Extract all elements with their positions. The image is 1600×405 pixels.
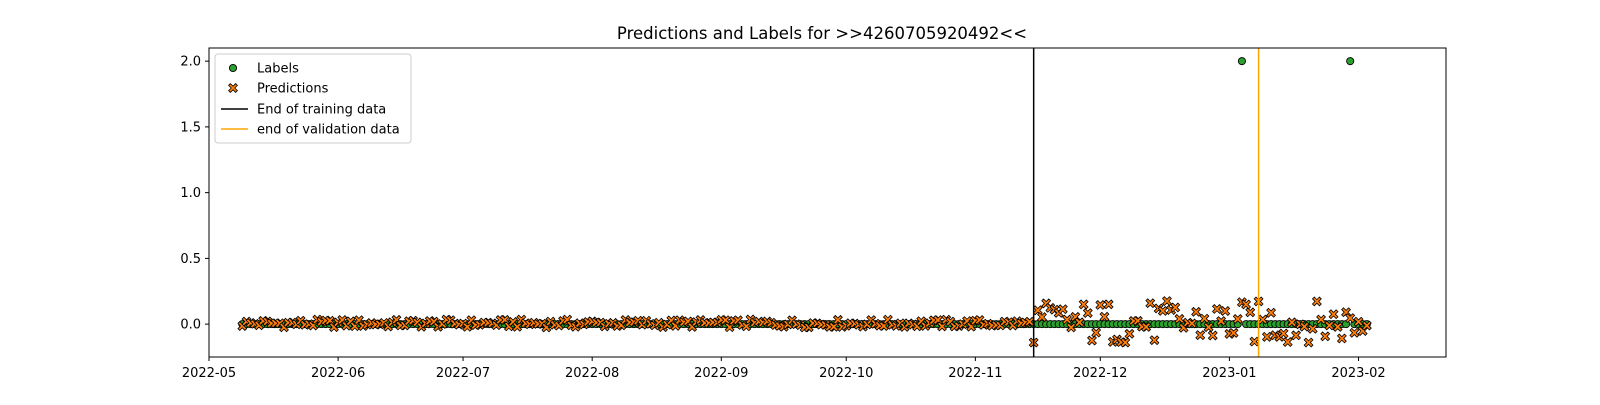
prediction-point xyxy=(1186,318,1197,329)
prediction-point xyxy=(1170,302,1181,313)
prediction-point xyxy=(1266,307,1277,318)
x-tick-label: 2023-02 xyxy=(1331,366,1385,381)
prediction-point xyxy=(1207,330,1218,341)
prediction-point xyxy=(1291,330,1302,341)
prediction-point xyxy=(1332,321,1343,332)
prediction-point xyxy=(1066,322,1077,333)
prediction-point xyxy=(1216,316,1227,327)
prediction-point xyxy=(1141,321,1152,332)
prediction-point xyxy=(1157,305,1168,316)
prediction-point xyxy=(1311,296,1322,307)
prediction-point xyxy=(1032,305,1043,316)
prediction-point xyxy=(1345,313,1356,324)
prediction-point xyxy=(1257,314,1268,325)
legend-label: end of validation data xyxy=(257,123,400,138)
prediction-point xyxy=(1282,337,1293,347)
legend-label: Labels xyxy=(257,62,299,77)
prediction-point xyxy=(1316,314,1327,325)
label-point xyxy=(1237,57,1246,66)
prediction-point xyxy=(1211,303,1222,314)
x-tick-label: 2022-06 xyxy=(311,366,365,381)
prediction-point xyxy=(1286,317,1297,328)
prediction-point xyxy=(1245,307,1256,318)
prediction-point xyxy=(1074,317,1085,328)
x-tick-label: 2022-09 xyxy=(694,366,748,381)
y-tick-label: 1.5 xyxy=(180,120,201,135)
x-tick-label: 2022-11 xyxy=(948,366,1002,381)
prediction-point xyxy=(1220,306,1231,316)
x-tick-label: 2022-10 xyxy=(819,366,873,381)
x-tick-label: 2022-12 xyxy=(1073,366,1127,381)
prediction-point xyxy=(1195,330,1206,341)
prediction-point xyxy=(1307,323,1318,334)
prediction-point xyxy=(1249,336,1260,347)
chart-title: Predictions and Labels for >>42607059204… xyxy=(617,24,1027,43)
y-tick-label: 2.0 xyxy=(180,55,201,70)
prediction-point xyxy=(1091,327,1102,338)
prediction-point xyxy=(1261,331,1272,342)
y-tick-label: 0.0 xyxy=(180,318,201,333)
x-tick-label: 2022-05 xyxy=(182,366,236,381)
prediction-point xyxy=(1095,299,1106,310)
prediction-point xyxy=(1328,309,1339,320)
x-tick-label: 2022-08 xyxy=(565,366,619,381)
legend-marker-predictions xyxy=(228,83,238,93)
axes-frame xyxy=(208,47,1447,358)
prediction-point xyxy=(1120,337,1131,348)
legend-label: End of training data xyxy=(257,103,386,118)
prediction-point xyxy=(1124,328,1135,339)
legend-label: Predictions xyxy=(257,82,329,97)
prediction-point xyxy=(1349,327,1360,338)
prediction-point xyxy=(1161,296,1172,307)
prediction-point xyxy=(1191,306,1202,317)
prediction-point xyxy=(1082,308,1093,319)
prediction-point xyxy=(1203,322,1214,333)
y-tick-label: 1.0 xyxy=(180,186,201,201)
legend: Labels Predictions End of training data end… xyxy=(214,53,412,144)
prediction-point xyxy=(1087,335,1097,346)
prediction-point xyxy=(1145,298,1156,309)
y-tick-label: 0.5 xyxy=(180,252,201,267)
prediction-point xyxy=(1278,328,1289,339)
prediction-point xyxy=(1037,312,1047,323)
prediction-point xyxy=(1149,335,1160,346)
plot-area: 0.0 0.5 1.0 1.5 2.0 2022-05 2022-06 2022-07 2022… xyxy=(180,47,1447,381)
prediction-point xyxy=(1228,327,1239,338)
x-tick-label: 2022-07 xyxy=(436,366,490,381)
prediction-point xyxy=(1324,320,1335,331)
prediction-point xyxy=(1103,299,1114,310)
prediction-point xyxy=(1099,311,1110,322)
prediction-point xyxy=(1078,299,1089,310)
prediction-point xyxy=(1024,316,1035,327)
prediction-point xyxy=(1353,316,1364,327)
prediction-point xyxy=(1303,337,1314,348)
label-point xyxy=(1346,57,1355,66)
legend-box xyxy=(214,53,412,144)
legend-marker-labels xyxy=(228,63,238,73)
prediction-point xyxy=(1057,304,1068,315)
prediction-point xyxy=(1199,313,1210,324)
prediction-point xyxy=(1299,321,1310,332)
x-tick-label: 2023-01 xyxy=(1202,366,1256,381)
prediction-point xyxy=(1174,313,1185,324)
prediction-point xyxy=(1232,314,1243,324)
prediction-point xyxy=(1361,320,1372,331)
prediction-point xyxy=(1320,331,1331,342)
prediction-point xyxy=(1336,333,1347,344)
